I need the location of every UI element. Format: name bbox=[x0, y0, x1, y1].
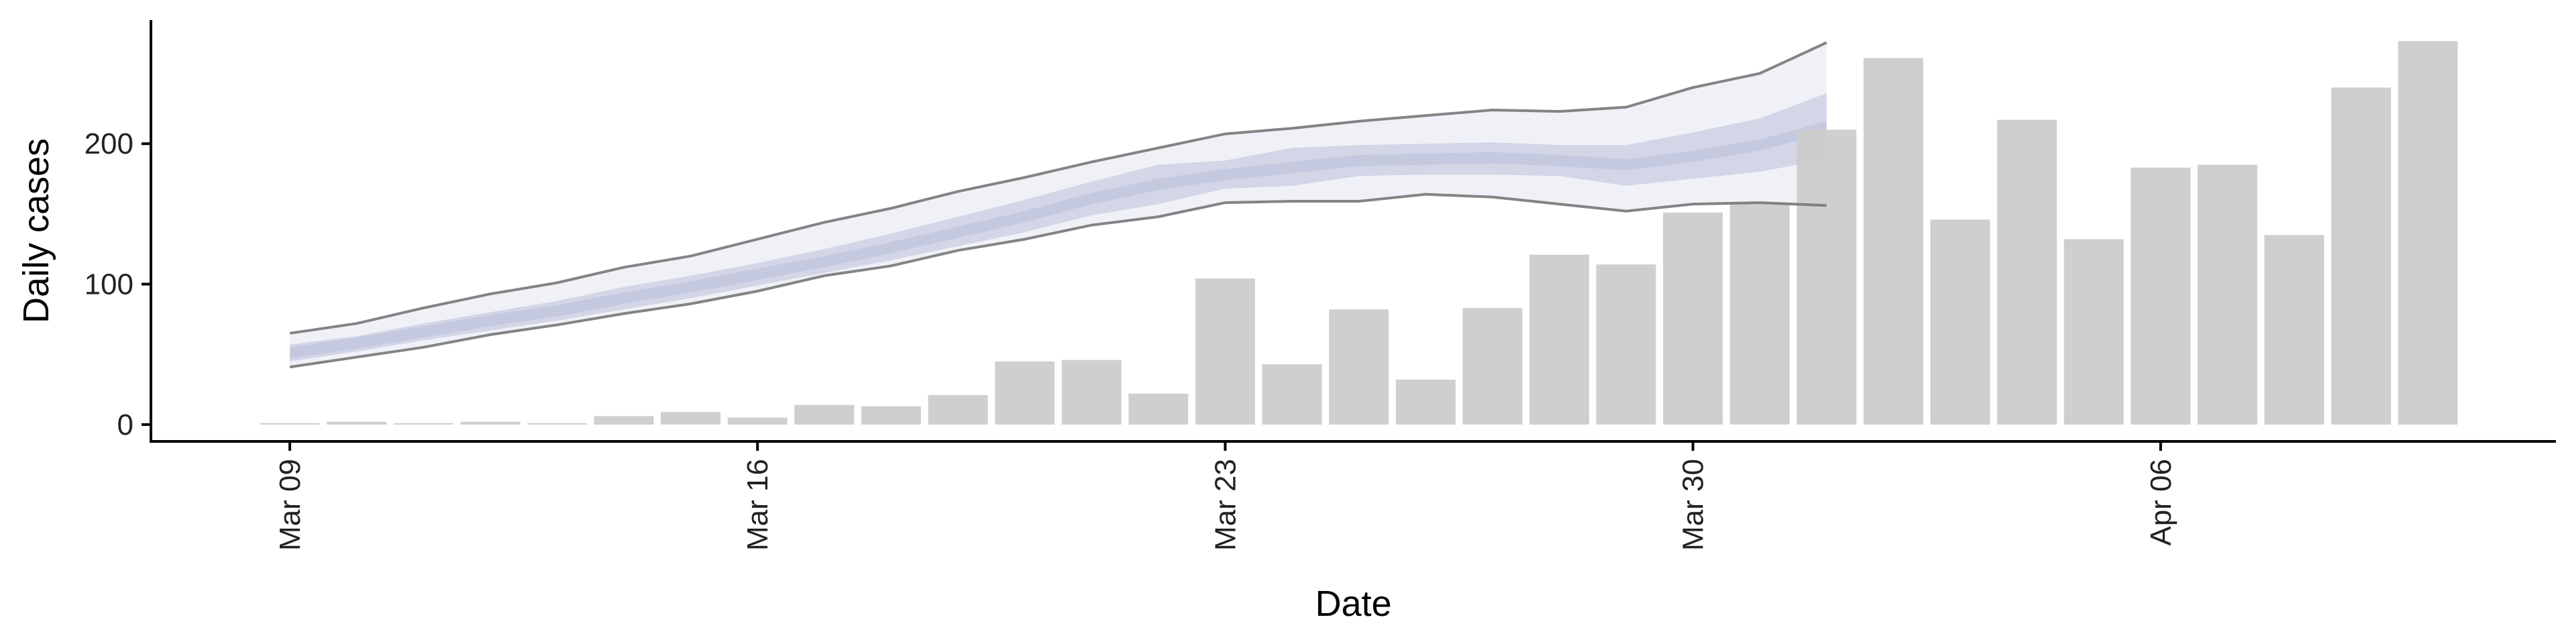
bar-mar-11 bbox=[393, 423, 453, 425]
bar-mar-26 bbox=[1395, 379, 1456, 425]
x-tick-label: Mar 16 bbox=[741, 459, 774, 551]
bar-mar-27 bbox=[1462, 308, 1523, 425]
bar-apr-10 bbox=[2398, 41, 2458, 425]
y-axis-ticks: 0 100 200 bbox=[85, 127, 151, 441]
forecast-bound-lines bbox=[289, 41, 1827, 369]
bar-mar-24 bbox=[1262, 364, 1322, 425]
bar-mar-21 bbox=[1061, 360, 1122, 425]
bar-apr-08 bbox=[2264, 235, 2324, 425]
bar-mar-23 bbox=[1195, 278, 1255, 425]
y-axis-title: Daily cases bbox=[16, 138, 56, 323]
x-tick-label: Mar 09 bbox=[274, 459, 307, 551]
bar-mar-31 bbox=[1729, 203, 1790, 425]
bar-apr-03 bbox=[1930, 219, 1990, 425]
bar-mar-13 bbox=[527, 423, 587, 425]
axes bbox=[150, 20, 2556, 443]
forecast-lower-line bbox=[289, 193, 1827, 369]
x-tick-label: Mar 23 bbox=[1209, 459, 1242, 551]
y-tick-label: 200 bbox=[85, 127, 133, 160]
bar-apr-07 bbox=[2197, 164, 2257, 425]
bar-apr-04 bbox=[1997, 119, 2057, 425]
bar-mar-28 bbox=[1529, 254, 1589, 425]
bar-mar-15 bbox=[661, 412, 721, 425]
bar-mar-16 bbox=[727, 417, 788, 425]
bar-mar-12 bbox=[460, 421, 521, 425]
bar-mar-30 bbox=[1663, 212, 1723, 425]
bar-apr-01 bbox=[1796, 129, 1857, 425]
y-tick-label: 100 bbox=[85, 268, 133, 301]
bar-mar-10 bbox=[327, 421, 387, 425]
y-tick-label: 0 bbox=[117, 409, 133, 441]
daily-case-bars bbox=[260, 41, 2458, 425]
forecast-upper-line bbox=[289, 41, 1827, 335]
x-axis-title: Date bbox=[1315, 584, 1391, 624]
bar-apr-05 bbox=[2063, 239, 2124, 425]
bar-mar-29 bbox=[1596, 264, 1656, 425]
bar-mar-18 bbox=[861, 406, 921, 425]
bar-apr-06 bbox=[2131, 167, 2191, 425]
bar-mar-19 bbox=[928, 394, 988, 425]
bar-mar-17 bbox=[794, 405, 855, 425]
bar-mar-22 bbox=[1128, 393, 1189, 425]
bar-apr-02 bbox=[1863, 58, 1923, 425]
bar-mar-14 bbox=[594, 416, 654, 425]
bar-mar-25 bbox=[1329, 309, 1389, 425]
x-tick-label: Mar 30 bbox=[1677, 459, 1710, 551]
x-tick-label: Apr 06 bbox=[2145, 459, 2178, 546]
bar-mar-20 bbox=[995, 361, 1055, 425]
bar-apr-09 bbox=[2331, 87, 2392, 425]
forecast-ribbons bbox=[290, 42, 1827, 368]
bar-mar-09 bbox=[260, 423, 320, 425]
x-axis-ticks: Mar 09 Mar 16 Mar 23 Mar 30 Apr 06 bbox=[274, 441, 2178, 551]
